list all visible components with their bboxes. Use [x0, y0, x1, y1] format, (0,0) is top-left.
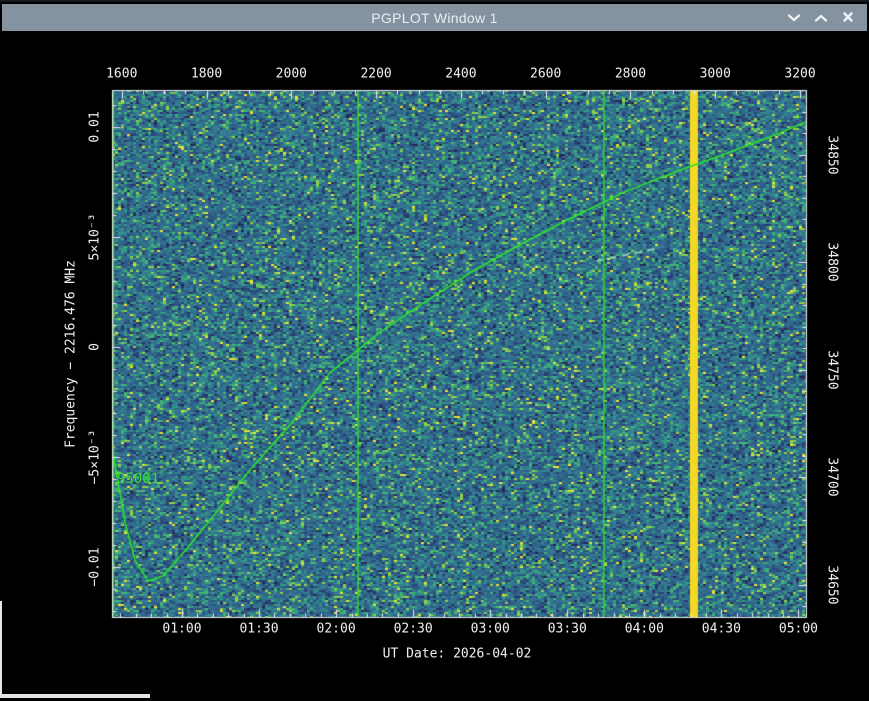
close-button[interactable] — [838, 8, 858, 28]
window-title: PGPLOT Window 1 — [371, 9, 498, 26]
close-icon — [843, 10, 853, 25]
chevron-up-icon — [814, 10, 828, 25]
maximize-button[interactable] — [811, 8, 831, 28]
chevron-down-icon — [787, 10, 801, 25]
window-controls — [784, 8, 867, 28]
object-id-label: 95001 — [117, 471, 160, 487]
minimize-button[interactable] — [784, 8, 804, 28]
background-window-edge-bottom — [0, 694, 150, 698]
window-titlebar[interactable]: PGPLOT Window 1 — [2, 4, 867, 31]
background-window-edge-left — [0, 601, 2, 698]
